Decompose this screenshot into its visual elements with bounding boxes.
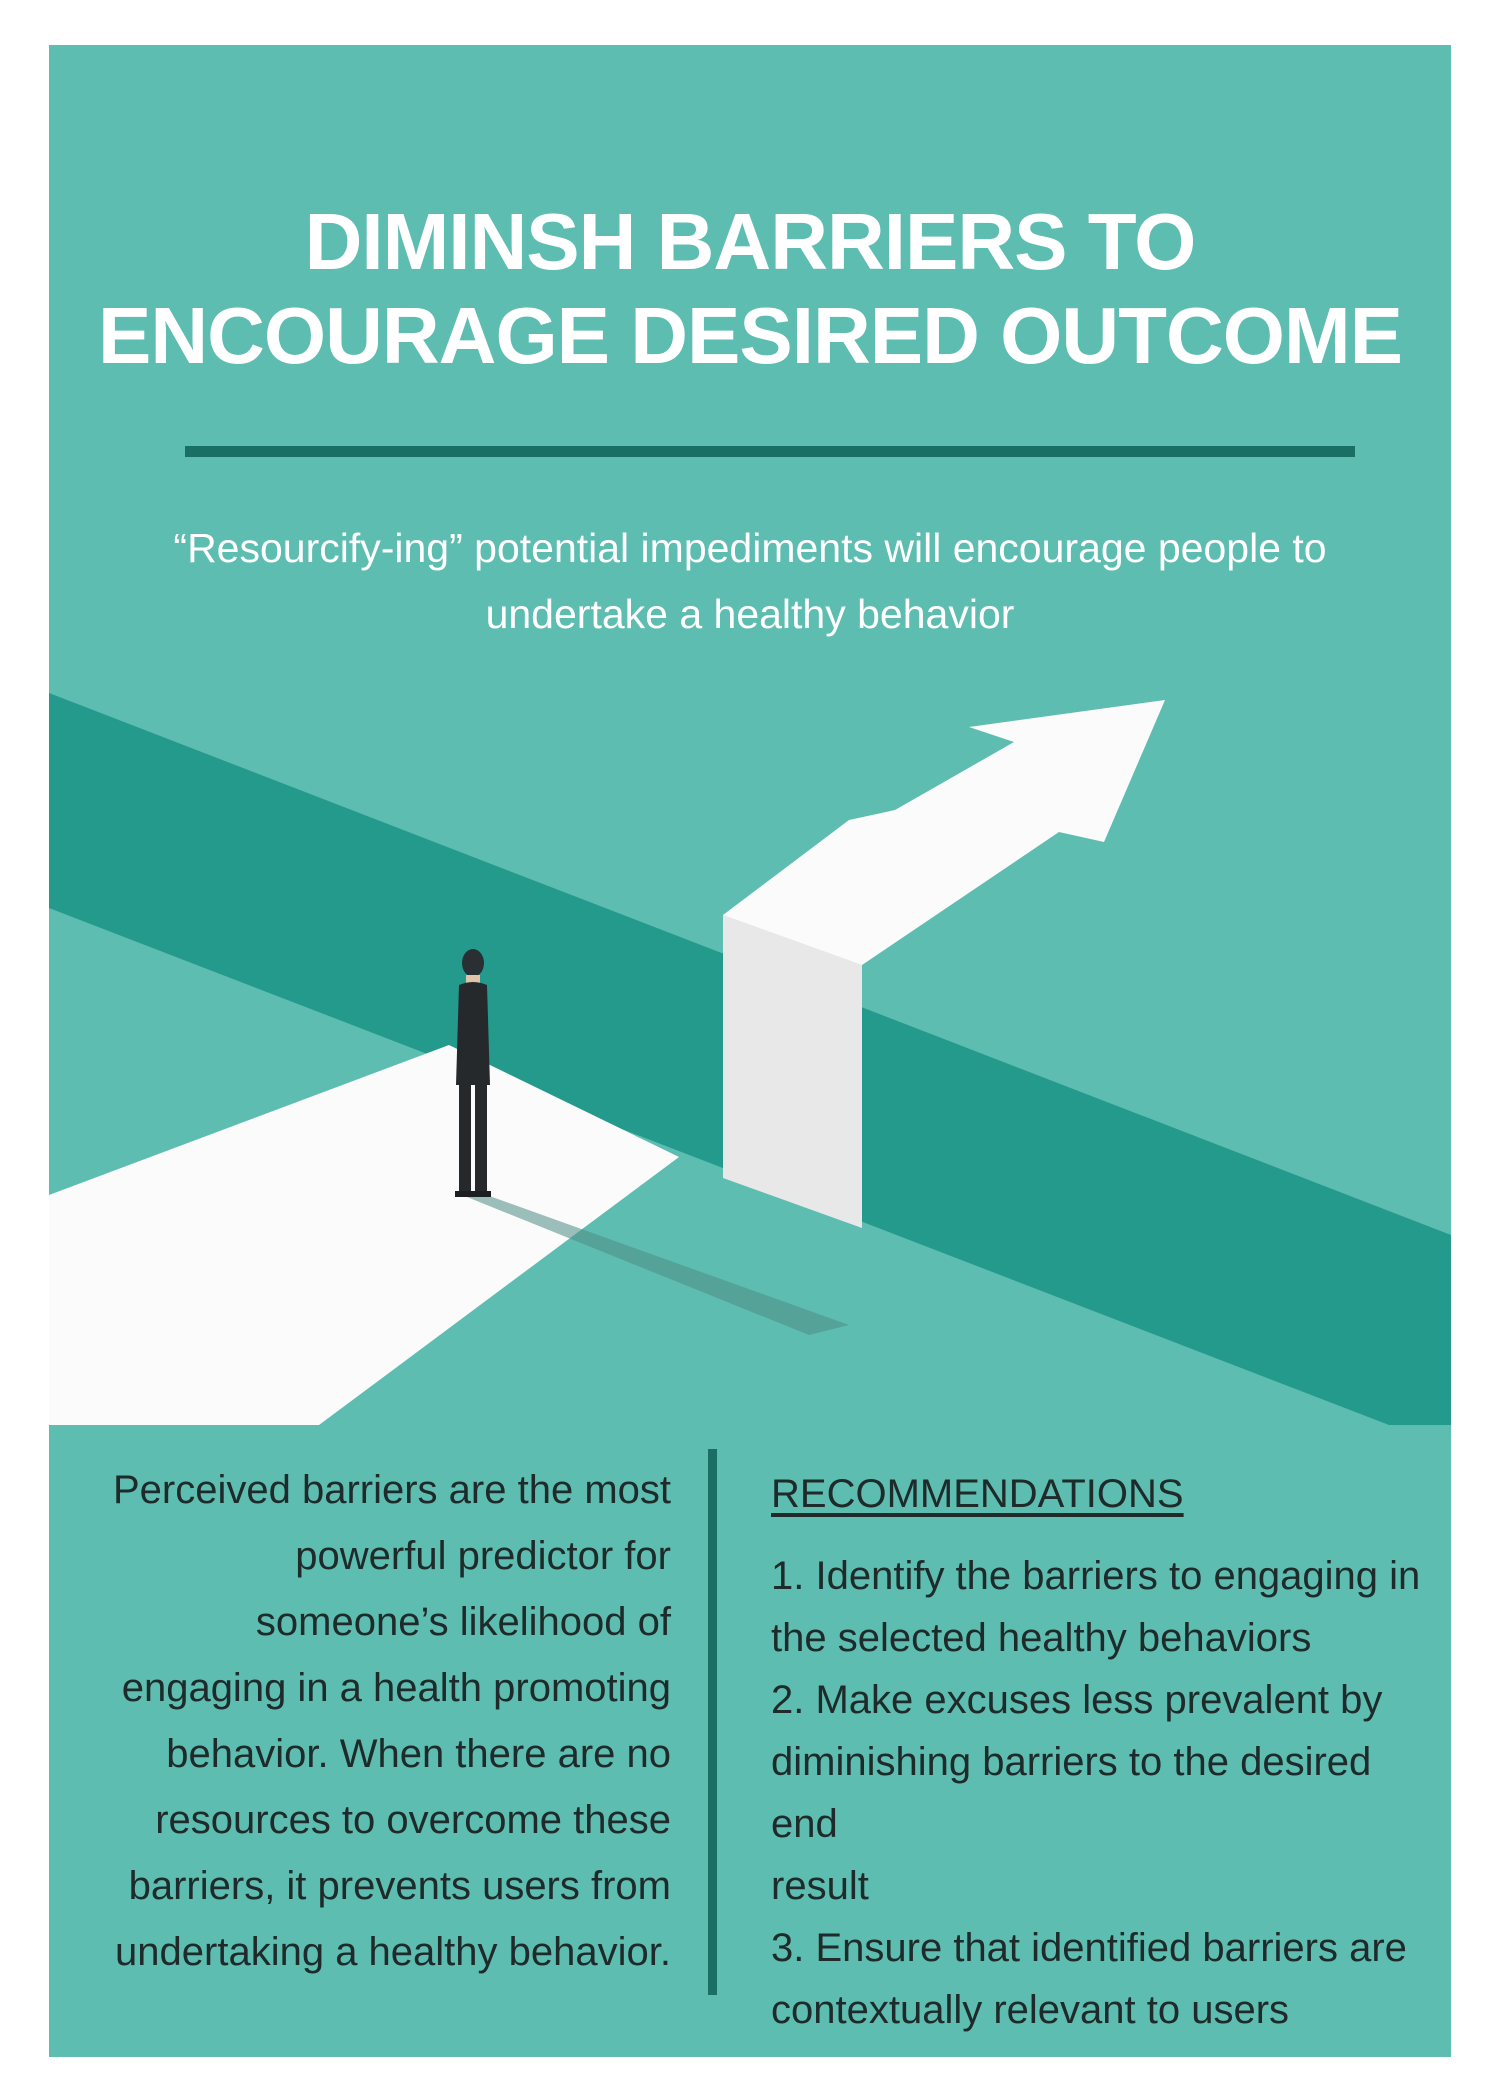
rec-line: contextually relevant to users xyxy=(771,1988,1290,2032)
recommendations: RECOMMENDATIONS 1. Identify the barriers… xyxy=(771,1463,1431,2041)
body-line: powerful predictor for xyxy=(295,1534,671,1578)
subtitle-line-1: “Resourcify-ing” potential impediments w… xyxy=(173,525,1327,571)
title-line-2: ENCOURAGE DESIRED OUTCOME xyxy=(98,291,1403,380)
rising-arrow xyxy=(723,700,1165,965)
rec-line: diminishing barriers to the desired end xyxy=(771,1740,1372,1846)
page-title: DIMINSH BARRIERS TO ENCOURAGE DESIRED OU… xyxy=(49,195,1451,383)
body-line: behavior. When there are no xyxy=(166,1732,671,1776)
body-line: someone’s likelihood of xyxy=(255,1600,671,1644)
person-shadow xyxy=(467,1193,849,1335)
recommendations-heading: RECOMMENDATIONS xyxy=(771,1472,1184,1516)
rec-line: 1. Identify the barriers to engaging in xyxy=(771,1554,1421,1598)
rec-line: result xyxy=(771,1864,869,1908)
recommendation-item-3: 3. Ensure that identified barriers are c… xyxy=(771,1917,1431,2041)
body-line: undertaking a healthy behavior. xyxy=(115,1930,671,1974)
recommendation-item-1: 1. Identify the barriers to engaging in … xyxy=(771,1545,1431,1669)
subtitle: “Resourcify-ing” potential impediments w… xyxy=(129,515,1371,647)
near-path xyxy=(49,1045,679,1425)
bridge-front xyxy=(723,915,862,1228)
rec-line: 3. Ensure that identified barriers are xyxy=(771,1926,1407,1970)
subtitle-line-2: undertake a healthy behavior xyxy=(485,591,1015,637)
body-paragraph: Perceived barriers are the most powerful… xyxy=(89,1457,671,1985)
rec-line: the selected healthy behaviors xyxy=(771,1616,1312,1660)
column-divider xyxy=(708,1449,717,1995)
title-line-1: DIMINSH BARRIERS TO xyxy=(304,197,1197,286)
body-line: barriers, it prevents users from xyxy=(128,1864,671,1908)
body-line: engaging in a health promoting xyxy=(121,1666,671,1710)
rec-line: 2. Make excuses less prevalent by xyxy=(771,1678,1383,1722)
recommendation-item-2: 2. Make excuses less prevalent by dimini… xyxy=(771,1669,1431,1917)
body-line: Perceived barriers are the most xyxy=(112,1468,671,1512)
poster-panel: DIMINSH BARRIERS TO ENCOURAGE DESIRED OU… xyxy=(49,45,1451,2057)
body-line: resources to overcome these xyxy=(155,1798,671,1842)
title-underline xyxy=(185,446,1355,457)
person-at-gap-with-arrow-icon xyxy=(49,693,1451,1425)
person-figure xyxy=(455,949,491,1197)
